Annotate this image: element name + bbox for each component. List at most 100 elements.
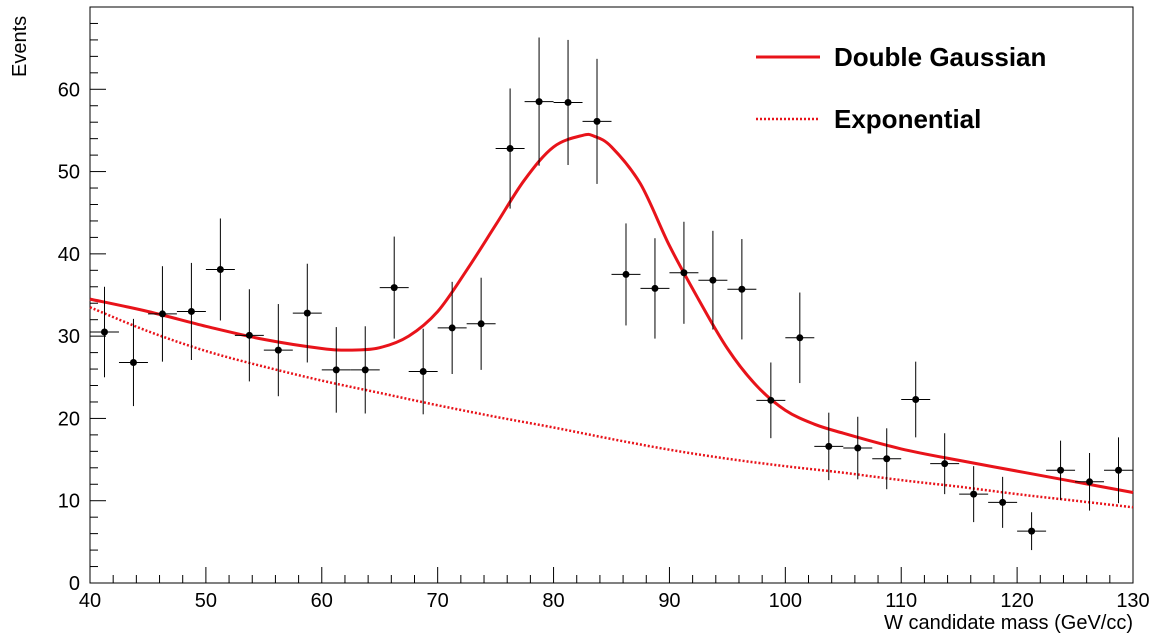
data-point xyxy=(727,239,757,340)
axes: 40 50 60 70 80 90 100 110 120 130 0 10 20 30 40 50 60 xyxy=(58,6,1150,612)
data-marker xyxy=(825,442,833,450)
data-point xyxy=(118,318,148,407)
data-point xyxy=(176,262,206,361)
data-marker xyxy=(1028,527,1036,535)
data-marker xyxy=(477,320,485,328)
data-point xyxy=(785,292,815,384)
x-tick-label: 110 xyxy=(885,590,917,612)
data-point xyxy=(553,39,583,165)
x-tick-label: 80 xyxy=(542,590,564,612)
data-marker xyxy=(680,269,688,277)
plot-frame xyxy=(89,6,1134,584)
data-marker xyxy=(448,324,456,332)
data-marker xyxy=(1086,478,1094,486)
data-marker xyxy=(274,346,282,354)
data-marker xyxy=(100,328,108,336)
data-point xyxy=(814,412,844,481)
data-marker xyxy=(767,396,775,404)
data-marker xyxy=(535,98,543,106)
data-marker xyxy=(912,396,920,404)
data-marker xyxy=(506,145,514,153)
data-point xyxy=(321,327,351,413)
data-marker xyxy=(419,368,427,376)
data-marker xyxy=(361,366,369,374)
data-point xyxy=(698,230,728,330)
x-tick-label: 70 xyxy=(427,590,449,612)
data-marker xyxy=(564,98,572,106)
legend-label-exponential: Exponential xyxy=(834,104,981,134)
x-tick-label: 40 xyxy=(79,590,101,612)
x-tick-label: 90 xyxy=(658,590,680,612)
y-axis-title: Events xyxy=(9,16,31,77)
y-tick-label: 60 xyxy=(58,79,80,101)
data-point xyxy=(292,263,322,363)
x-tick-label: 100 xyxy=(769,590,802,612)
data-marker xyxy=(622,270,630,278)
y-tick-label: 40 xyxy=(58,244,80,266)
data-point xyxy=(234,289,264,382)
x-tick-label: 120 xyxy=(1000,590,1033,612)
data-point xyxy=(350,326,380,414)
data-point xyxy=(263,304,293,397)
data-marker xyxy=(245,331,253,339)
data-marker xyxy=(129,358,137,366)
data-marker xyxy=(970,490,978,498)
y-tick-label: 20 xyxy=(58,408,80,430)
data-point xyxy=(582,58,612,184)
data-marker xyxy=(187,307,195,315)
data-point xyxy=(872,428,902,490)
data-marker xyxy=(709,276,717,284)
data-point xyxy=(205,218,235,321)
data-point xyxy=(437,281,467,374)
data-point xyxy=(901,361,931,438)
data-marker xyxy=(303,309,311,317)
data-point xyxy=(1017,512,1047,551)
data-point xyxy=(379,236,409,339)
data-point xyxy=(495,88,525,209)
data-point xyxy=(408,328,438,415)
legend-label-double-gaussian: Double Gaussian xyxy=(834,42,1046,72)
data-point xyxy=(756,362,786,439)
x-tick-label: 50 xyxy=(195,590,217,612)
data-marker xyxy=(941,460,949,468)
data-point xyxy=(611,223,641,326)
data-marker xyxy=(796,334,804,342)
data-marker xyxy=(883,455,891,463)
data-marker xyxy=(1057,466,1065,474)
data-point xyxy=(640,238,670,339)
data-point xyxy=(90,286,119,378)
y-tick-label: 50 xyxy=(58,162,80,184)
data-marker xyxy=(593,117,601,125)
data-points xyxy=(90,37,1133,551)
legend: Double Gaussian Exponential xyxy=(756,42,1046,134)
data-point xyxy=(669,221,699,324)
data-point xyxy=(988,476,1018,528)
y-tick-label: 30 xyxy=(58,326,80,348)
data-marker xyxy=(738,285,746,293)
x-tick-label: 60 xyxy=(311,590,333,612)
y-tick-label: 10 xyxy=(58,491,80,513)
fit-curves xyxy=(89,132,1134,509)
data-marker xyxy=(158,310,166,318)
data-marker xyxy=(854,444,862,452)
data-point xyxy=(959,466,989,523)
data-point xyxy=(147,266,177,362)
data-marker xyxy=(390,284,398,292)
double-gaussian-curve xyxy=(89,132,1134,494)
y-tick-label: 0 xyxy=(69,573,80,595)
data-marker xyxy=(1115,466,1123,474)
data-point xyxy=(843,416,873,480)
x-axis-title: W candidate mass (GeV/cc) xyxy=(884,612,1133,634)
data-point xyxy=(1075,452,1105,511)
data-marker xyxy=(216,265,224,273)
data-marker xyxy=(651,284,659,292)
data-marker xyxy=(999,498,1007,506)
data-point xyxy=(1104,437,1133,504)
data-point xyxy=(930,433,960,495)
data-point xyxy=(1046,440,1076,500)
data-point xyxy=(466,277,496,370)
x-tick-label: 130 xyxy=(1116,590,1149,612)
data-point xyxy=(524,37,554,166)
data-marker xyxy=(332,366,340,374)
